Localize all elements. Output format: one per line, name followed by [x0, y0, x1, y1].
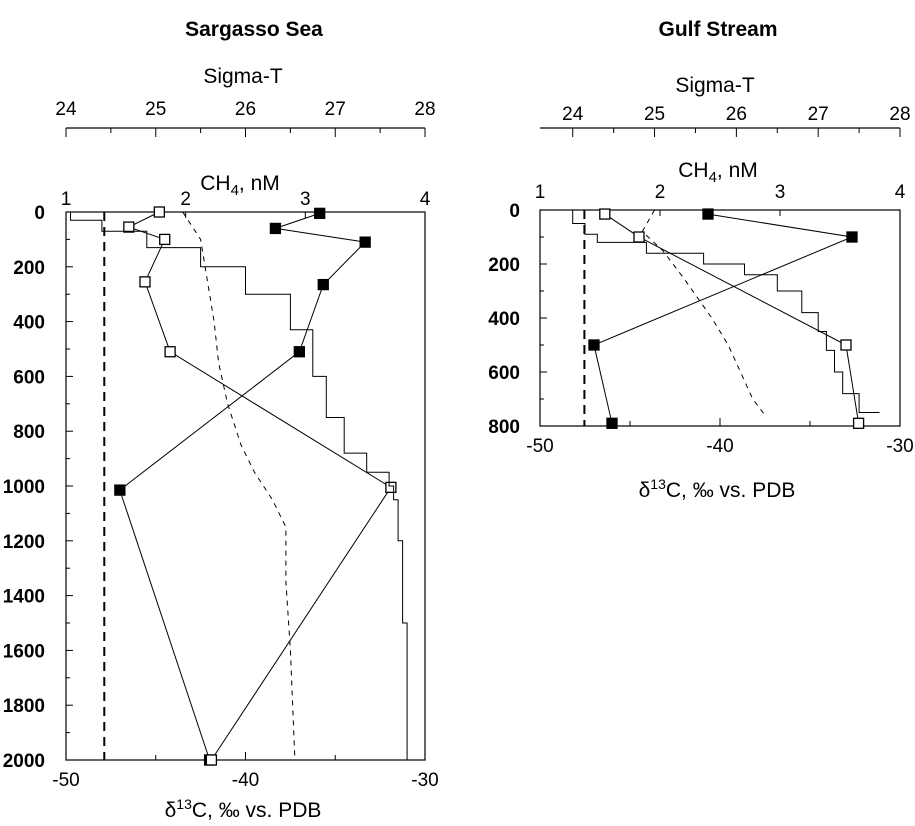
ch4-axis-title: CH4, nM: [200, 172, 280, 199]
ch4-tick-label: 3: [775, 182, 786, 203]
d13c-data-point: [165, 347, 175, 357]
ch4-axis-title-rest: , nM: [239, 172, 280, 195]
depth-tick-label: 1400: [3, 587, 45, 608]
ch4-tick-label: 2: [180, 189, 191, 210]
ch4-axis-title: CH4, nM: [678, 159, 758, 186]
ch4-axis-title-main: CH: [200, 172, 230, 195]
d13c-axis-title: δ13C, ‰ vs. PDB: [639, 476, 796, 502]
d13c-tick-label: -30: [886, 436, 913, 457]
ch4-series-line: [594, 214, 852, 423]
ch4-data-point: [270, 223, 280, 233]
d13c-data-point: [386, 482, 396, 492]
sigma-t-tick-label: 26: [726, 104, 747, 125]
d13c-data-point: [124, 222, 134, 232]
ch4-axis-title-rest: , nM: [717, 159, 758, 182]
plot-content: 24 25 26 27 28 1 2 3 4 -50 -40 -30 0 200 400 600 800: [488, 104, 913, 457]
panel-title: Gulf Stream: [658, 18, 777, 41]
ch4-data-point: [847, 232, 857, 242]
depth-tick-label: 200: [488, 255, 520, 276]
sigma-t-tick-label: 25: [145, 99, 166, 120]
ch4-data-point: [589, 340, 599, 350]
sigma-t-profile-line: [573, 210, 880, 413]
depth-tick-label: 1600: [3, 641, 45, 662]
depth-tick-label: 600: [488, 363, 520, 384]
depth-tick-label: 1800: [3, 696, 45, 717]
d13c-axis-title-rest: C, ‰ vs. PDB: [192, 799, 322, 822]
ch4-series-line: [120, 213, 365, 760]
d13c-data-point: [841, 340, 851, 350]
sigma-t-tick-label: 24: [55, 99, 77, 120]
sigma-t-axis-title: Sigma-T: [675, 74, 755, 97]
depth-tick-label: 0: [509, 201, 520, 222]
ch4-data-point: [294, 347, 304, 357]
d13c-tick-label: -40: [232, 770, 259, 791]
depth-tick-label: 600: [13, 367, 45, 388]
d13c-axis-title-rest: C, ‰ vs. PDB: [666, 479, 796, 502]
ch4-data-point: [115, 485, 125, 495]
depth-tick-label: 800: [13, 422, 45, 443]
d13c-data-point: [140, 277, 150, 287]
depth-tick-label: 400: [488, 309, 520, 330]
ch4-tick-label: 4: [895, 182, 906, 203]
d13c-data-point: [854, 418, 864, 428]
d13c-data-point: [634, 232, 644, 242]
d13c-axis-title-pre: δ: [639, 479, 651, 502]
ch4-tick-label: 3: [300, 189, 311, 210]
d13c-axis-title-pre: δ: [165, 799, 177, 822]
sigma-t-tick-label: 24: [562, 104, 584, 125]
depth-tick-label: 0: [34, 203, 45, 224]
ch4-tick-label: 2: [655, 182, 666, 203]
sargasso-sea-panel: Sargasso Sea Sigma-T CH4, nM δ13C, ‰ vs.…: [3, 18, 439, 822]
d13c-tick-label: -50: [52, 770, 79, 791]
d13c-axis-title: δ13C, ‰ vs. PDB: [165, 796, 322, 822]
panel-title: Sargasso Sea: [185, 18, 323, 41]
ch4-data-point: [360, 237, 370, 247]
d13c-series-line: [605, 214, 859, 423]
d13c-data-point: [600, 209, 610, 219]
ch4-axis-title-sub: 4: [709, 169, 717, 186]
sigma-t-tick-label: 28: [889, 104, 910, 125]
ch4-data-point: [318, 280, 328, 290]
sigma-t-dashed-line: [642, 210, 765, 415]
sigma-t-axis-title: Sigma-T: [203, 65, 283, 88]
d13c-axis-title-sup: 13: [650, 476, 666, 492]
d13c-data-point: [154, 207, 164, 217]
d13c-tick-label: -30: [411, 770, 438, 791]
ch4-axis-title-sub: 4: [231, 182, 239, 199]
sigma-t-tick-label: 25: [644, 104, 665, 125]
depth-tick-label: 800: [488, 417, 520, 438]
d13c-data-point: [206, 755, 216, 765]
ch4-tick-label: 4: [420, 189, 431, 210]
depth-tick-label: 200: [13, 258, 45, 279]
gulf-stream-panel: Gulf Stream Sigma-T CH4, nM δ13C, ‰ vs. …: [488, 18, 913, 502]
depth-tick-label: 1000: [3, 477, 45, 498]
sigma-t-tick-label: 28: [414, 99, 435, 120]
ch4-data-point: [703, 209, 713, 219]
ch4-tick-label: 1: [535, 182, 546, 203]
d13c-data-point: [160, 234, 170, 244]
ch4-data-point: [607, 418, 617, 428]
depth-tick-label: 1200: [3, 532, 45, 553]
d13c-tick-label: -40: [706, 436, 733, 457]
ch4-axis-title-main: CH: [678, 159, 708, 182]
sigma-t-tick-label: 27: [325, 99, 346, 120]
sigma-t-tick-label: 26: [235, 99, 256, 120]
d13c-tick-label: -50: [526, 436, 553, 457]
depth-tick-label: 2000: [3, 751, 45, 772]
ch4-tick-label: 1: [61, 189, 72, 210]
ch4-data-point: [315, 208, 325, 218]
sigma-t-tick-label: 27: [808, 104, 829, 125]
depth-tick-label: 400: [13, 313, 45, 334]
d13c-axis-title-sup: 13: [176, 796, 192, 812]
plot-content: 24 25 26 27 28 1 2 3 4 -50 -40 -30 0 200 400 600 800 1000…: [3, 99, 439, 791]
